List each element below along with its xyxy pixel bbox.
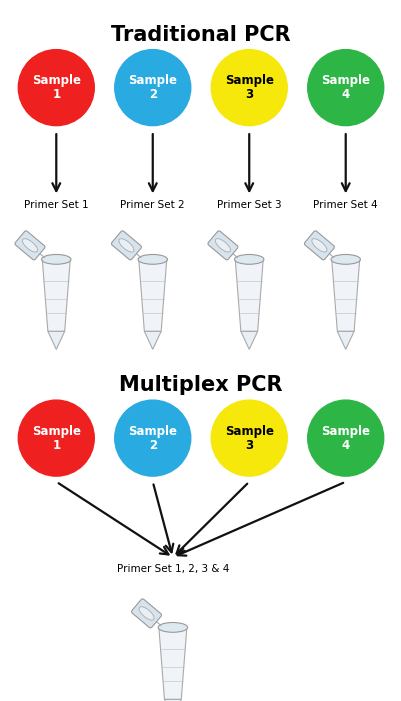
Circle shape xyxy=(18,50,94,125)
Ellipse shape xyxy=(234,254,263,264)
Circle shape xyxy=(307,400,383,476)
FancyBboxPatch shape xyxy=(304,231,334,260)
Ellipse shape xyxy=(138,254,167,264)
Circle shape xyxy=(18,400,94,476)
FancyBboxPatch shape xyxy=(15,231,45,260)
Polygon shape xyxy=(240,332,257,349)
Text: Sample
4: Sample 4 xyxy=(320,74,369,101)
Ellipse shape xyxy=(139,606,154,620)
Text: Traditional PCR: Traditional PCR xyxy=(111,25,290,45)
Polygon shape xyxy=(144,332,161,349)
Polygon shape xyxy=(158,627,186,700)
Ellipse shape xyxy=(158,622,187,632)
Text: Sample
4: Sample 4 xyxy=(320,425,369,451)
Polygon shape xyxy=(336,332,353,349)
Ellipse shape xyxy=(41,254,71,264)
Ellipse shape xyxy=(119,238,134,252)
Text: Primer Set 2: Primer Set 2 xyxy=(120,200,184,210)
Circle shape xyxy=(114,400,190,476)
Text: Primer Set 3: Primer Set 3 xyxy=(217,200,281,210)
Text: Multiplex PCR: Multiplex PCR xyxy=(119,375,282,395)
Text: Sample
2: Sample 2 xyxy=(128,425,177,451)
Text: Primer Set 1, 2, 3 & 4: Primer Set 1, 2, 3 & 4 xyxy=(116,564,229,574)
Polygon shape xyxy=(42,259,70,332)
Polygon shape xyxy=(138,259,166,332)
Text: Sample
1: Sample 1 xyxy=(32,74,81,101)
FancyBboxPatch shape xyxy=(207,231,237,260)
Polygon shape xyxy=(235,259,263,332)
Text: Sample
1: Sample 1 xyxy=(32,425,81,451)
Ellipse shape xyxy=(311,238,326,252)
Circle shape xyxy=(114,50,190,125)
Text: Primer Set 4: Primer Set 4 xyxy=(313,200,377,210)
Text: Sample
3: Sample 3 xyxy=(224,74,273,101)
FancyBboxPatch shape xyxy=(131,599,161,628)
Text: Primer Set 1: Primer Set 1 xyxy=(24,200,88,210)
FancyBboxPatch shape xyxy=(111,231,141,260)
Circle shape xyxy=(211,50,287,125)
Circle shape xyxy=(307,50,383,125)
Text: Sample
2: Sample 2 xyxy=(128,74,177,101)
Polygon shape xyxy=(164,700,181,701)
Polygon shape xyxy=(331,259,359,332)
Ellipse shape xyxy=(22,238,37,252)
Polygon shape xyxy=(48,332,65,349)
Ellipse shape xyxy=(330,254,360,264)
Circle shape xyxy=(211,400,287,476)
Ellipse shape xyxy=(215,238,230,252)
Text: Sample
3: Sample 3 xyxy=(224,425,273,451)
